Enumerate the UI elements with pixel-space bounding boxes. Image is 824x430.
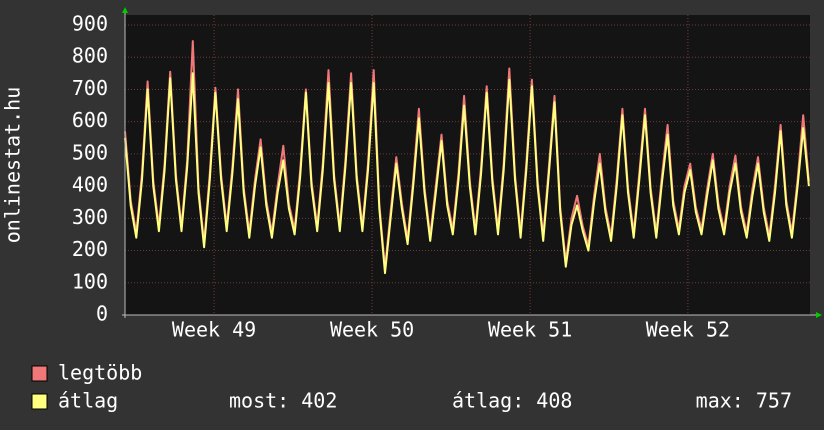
axis-arrow (122, 7, 128, 13)
legend-label: legtöbb (58, 361, 142, 385)
stat: max: 757 (696, 389, 792, 413)
y-tick-label: 800 (72, 44, 108, 68)
stat: most: 402 (229, 389, 337, 413)
legend-swatch (31, 365, 48, 382)
series-line (124, 72, 810, 275)
legend-swatch (31, 393, 48, 410)
y-tick-label: 700 (72, 76, 108, 100)
y-tick-label: 100 (72, 269, 108, 293)
x-tick-label: Week 50 (330, 318, 414, 342)
y-axis-label: onlinestat.hu (1, 87, 25, 244)
axis-arrow (816, 312, 822, 318)
y-tick-label: 500 (72, 140, 108, 164)
legend-label: átlag (58, 389, 118, 413)
y-tick-label: 300 (72, 205, 108, 229)
x-tick-label: Week 51 (488, 318, 572, 342)
y-tick-label: 600 (72, 108, 108, 132)
y-tick-label: 400 (72, 173, 108, 197)
stat: átlag: 408 (452, 389, 572, 413)
x-tick-label: Week 52 (646, 318, 730, 342)
y-tick-label: 900 (72, 12, 108, 36)
x-tick-label: Week 49 (172, 318, 256, 342)
y-tick-label: 200 (72, 237, 108, 261)
y-tick-label: 0 (96, 302, 108, 326)
